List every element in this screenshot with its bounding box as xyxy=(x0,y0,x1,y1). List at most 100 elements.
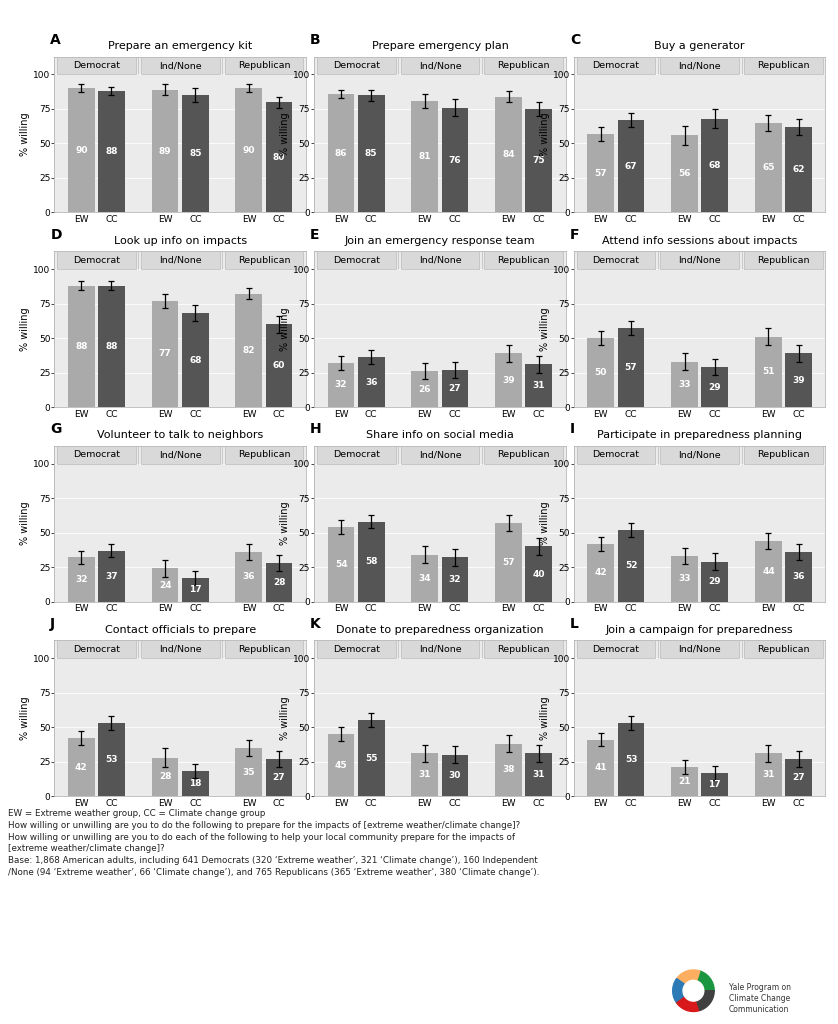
Bar xyxy=(57,640,136,658)
Bar xyxy=(442,108,468,213)
Text: 67: 67 xyxy=(624,162,638,171)
Y-axis label: % willing: % willing xyxy=(280,307,290,351)
Text: 36: 36 xyxy=(365,378,377,387)
Text: 18: 18 xyxy=(189,779,201,788)
Text: 62: 62 xyxy=(793,165,804,174)
Text: Democrat: Democrat xyxy=(73,256,120,264)
Text: Ind/None: Ind/None xyxy=(159,451,201,459)
Text: 31: 31 xyxy=(533,770,545,779)
Bar xyxy=(317,56,396,75)
Text: 53: 53 xyxy=(625,755,637,764)
Text: 51: 51 xyxy=(763,368,774,377)
Text: 90: 90 xyxy=(243,145,255,155)
Bar xyxy=(587,544,614,601)
Text: 77: 77 xyxy=(158,349,172,358)
Bar xyxy=(744,56,823,75)
Text: 88: 88 xyxy=(106,147,117,157)
Text: 42: 42 xyxy=(594,568,608,578)
Bar xyxy=(744,251,823,269)
Text: 27: 27 xyxy=(792,773,805,782)
Bar xyxy=(401,445,479,464)
Bar xyxy=(484,445,563,464)
Text: Republican: Republican xyxy=(498,256,550,264)
Text: C: C xyxy=(570,33,580,47)
Text: Attend info sessions about impacts: Attend info sessions about impacts xyxy=(602,236,798,246)
Bar xyxy=(411,371,438,408)
Bar xyxy=(744,640,823,658)
Text: 53: 53 xyxy=(106,755,117,764)
Text: 88: 88 xyxy=(106,342,117,351)
Text: 52: 52 xyxy=(625,561,637,570)
Bar xyxy=(141,56,220,75)
Bar xyxy=(235,748,262,797)
Text: Republican: Republican xyxy=(758,451,810,459)
Text: Democrat: Democrat xyxy=(592,256,639,264)
Bar xyxy=(235,88,262,213)
Text: Republican: Republican xyxy=(238,61,290,70)
Bar xyxy=(358,521,385,601)
Bar xyxy=(358,357,385,408)
Bar xyxy=(577,445,655,464)
Text: 35: 35 xyxy=(243,768,255,776)
Text: 85: 85 xyxy=(365,150,377,159)
Bar xyxy=(495,523,522,601)
Text: 31: 31 xyxy=(419,770,431,779)
Text: 65: 65 xyxy=(763,163,774,172)
Bar xyxy=(57,445,136,464)
Bar xyxy=(618,329,644,408)
Text: 80: 80 xyxy=(273,153,285,162)
Text: 27: 27 xyxy=(272,773,286,782)
Bar xyxy=(98,551,125,601)
Text: Republican: Republican xyxy=(758,61,810,70)
Text: Ind/None: Ind/None xyxy=(159,256,201,264)
Text: 37: 37 xyxy=(105,571,118,581)
Bar xyxy=(358,95,385,213)
Text: Ind/None: Ind/None xyxy=(419,645,461,653)
Bar xyxy=(317,251,396,269)
Bar xyxy=(358,720,385,797)
Bar xyxy=(618,120,644,213)
Bar xyxy=(225,251,303,269)
Bar xyxy=(328,362,354,408)
Bar xyxy=(660,56,739,75)
Bar xyxy=(484,251,563,269)
Text: 27: 27 xyxy=(448,384,462,393)
Text: Ind/None: Ind/None xyxy=(419,256,461,264)
Y-axis label: % willing: % willing xyxy=(20,502,30,546)
Bar xyxy=(328,734,354,797)
Text: Contact officials to prepare: Contact officials to prepare xyxy=(105,625,256,635)
Y-axis label: % willing: % willing xyxy=(20,696,30,740)
Bar xyxy=(401,640,479,658)
Bar xyxy=(68,88,95,213)
Bar xyxy=(266,102,292,213)
Text: Democrat: Democrat xyxy=(73,61,120,70)
Text: Democrat: Democrat xyxy=(73,451,120,459)
Text: Democrat: Democrat xyxy=(592,645,639,653)
Bar xyxy=(618,529,644,601)
Bar xyxy=(577,640,655,658)
Bar xyxy=(525,365,552,408)
Polygon shape xyxy=(676,991,700,1012)
Bar xyxy=(235,294,262,408)
Bar xyxy=(671,556,698,601)
Text: Participate in preparedness planning: Participate in preparedness planning xyxy=(597,430,802,440)
Text: Ind/None: Ind/None xyxy=(419,61,461,70)
Text: 68: 68 xyxy=(709,161,721,170)
Text: Yale Program on
Climate Change
Communication: Yale Program on Climate Change Communica… xyxy=(729,983,791,1014)
Text: 33: 33 xyxy=(679,380,691,389)
Text: 57: 57 xyxy=(624,364,638,372)
Bar xyxy=(235,552,262,601)
Text: Volunteer to talk to neighbors: Volunteer to talk to neighbors xyxy=(97,430,263,440)
Text: Ind/None: Ind/None xyxy=(159,61,201,70)
Bar xyxy=(785,127,812,213)
Bar xyxy=(701,119,728,213)
Text: 29: 29 xyxy=(708,578,722,586)
Text: 54: 54 xyxy=(334,560,348,569)
Bar xyxy=(701,367,728,408)
Y-axis label: % willing: % willing xyxy=(280,113,290,157)
Text: K: K xyxy=(310,616,321,631)
Text: 45: 45 xyxy=(334,761,348,770)
Bar xyxy=(744,445,823,464)
Text: 50: 50 xyxy=(595,368,607,377)
Bar xyxy=(785,759,812,797)
